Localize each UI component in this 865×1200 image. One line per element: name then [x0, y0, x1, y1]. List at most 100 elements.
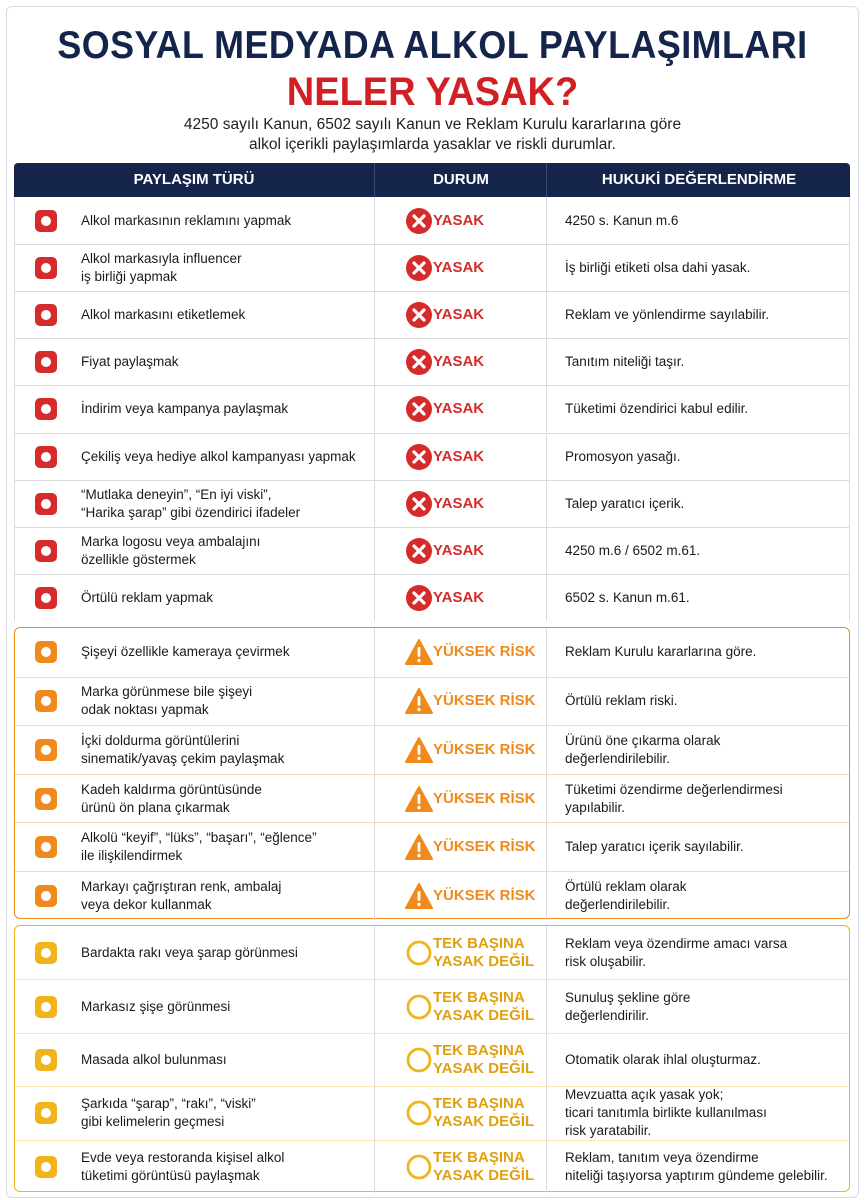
row-icon	[35, 304, 57, 327]
note-line: Örtülü reklam olarak	[565, 878, 687, 894]
status-icon	[406, 490, 432, 517]
table-row: Alkol markasını etiketlemek YASAK Reklam v…	[15, 291, 849, 339]
text-line: Kadeh kaldırma görüntüsünde	[81, 781, 262, 797]
status-line: YÜKSEK RİSK	[433, 740, 536, 758]
description: alkol içerikli paylaşımlarda yasaklar ve…	[249, 136, 616, 153]
divider	[546, 926, 547, 980]
share-type: Alkol markasının reklamını yapmak	[81, 197, 381, 244]
text-line: İndirim veya kampanya paylaşmak	[81, 401, 289, 417]
text-line: Markasız şişe görünmesi	[81, 998, 231, 1014]
divider	[546, 823, 547, 871]
row-icon	[35, 941, 57, 964]
note-line: Sunuluş şekline göre	[565, 989, 691, 1005]
legal-note: Reklam veya özendirme amacı varsa risk ol…	[565, 926, 855, 979]
section: Alkol markasının reklamını yapmak YASAK 42…	[14, 197, 850, 621]
status-line: YASAK	[433, 353, 485, 371]
divider	[374, 245, 375, 292]
status-line: TEK BAŞINA	[433, 988, 525, 1006]
status-icon	[406, 994, 432, 1019]
legal-note: Ürünü öne çıkarma olarak değerlendirilebi…	[565, 726, 855, 774]
divider	[546, 980, 547, 1033]
text-line: özellikle göstermek	[81, 551, 196, 567]
table-row: Çekiliş veya hediye alkol kampanyası yap…	[15, 432, 849, 480]
status-icon	[406, 1154, 432, 1180]
status-line: YÜKSEK RİSK	[433, 838, 536, 856]
share-type: Evde veya restoranda kişisel alkol tüketi…	[81, 1141, 381, 1193]
legal-note: Otomatik olarak ihlal oluşturmaz.	[565, 1034, 855, 1086]
note-line: Tüketimi özendirme değerlendirmesi	[565, 781, 783, 797]
status-icon	[406, 1047, 432, 1073]
column-header: DURUM	[374, 163, 547, 197]
table-row: Alkolü “keyif”, “lüks”, “başarı”, “eğlen…	[15, 822, 849, 871]
status: YÜKSEK RİSK	[433, 678, 558, 726]
note-line: Reklam Kurulu kararlarına göre.	[565, 644, 757, 660]
section: Bardakta rakı veya şarap görünmesi TEK BA…	[14, 925, 850, 1193]
text-line: odak noktası yapmak	[81, 702, 209, 718]
status-line: YASAK	[433, 306, 485, 324]
share-type: Masada alkol bulunması	[81, 1034, 381, 1086]
share-type: Markayı çağrıştıran renk, ambalaj veya de…	[81, 872, 381, 920]
text-line: Marka görünmese bile şişeyi	[81, 684, 253, 700]
status-icon	[406, 443, 432, 470]
divider	[546, 726, 547, 774]
status-line: TEK BAŞINA	[433, 1148, 525, 1166]
status-icon	[406, 537, 432, 564]
status: YASAK	[433, 245, 558, 291]
text-line: Bardakta rakı veya şarap görünmesi	[81, 944, 298, 960]
divider	[374, 292, 375, 339]
share-type: Alkol markasını etiketlemek	[81, 292, 381, 338]
divider	[546, 480, 547, 527]
share-type: Örtülü reklam yapmak	[81, 575, 381, 621]
divider	[374, 339, 375, 386]
status: YASAK	[433, 481, 558, 527]
status-line: YASAK	[433, 588, 485, 606]
divider	[374, 677, 375, 726]
table-row: Markasız şişe görünmesi TEK BAŞINA YASAK D…	[15, 979, 849, 1033]
note-line: Promosyon yasağı.	[565, 448, 681, 464]
table-row: “Mutlaka deneyin”, “En iyi viski”, “Harik…	[15, 479, 849, 527]
status-line: YASAK	[433, 400, 485, 418]
table-row: Evde veya restoranda kişisel alkol tüketi…	[15, 1139, 849, 1193]
share-type: Fiyat paylaşmak	[81, 339, 381, 385]
note-line: Reklam veya özendirme amacı varsa	[565, 935, 788, 951]
text-line: ile ilişkilendirmek	[81, 848, 183, 864]
text-line: Evde veya restoranda kişisel alkol	[81, 1149, 285, 1165]
status-line: YÜKSEK RİSK	[433, 643, 536, 661]
note-line: değerlendirilebilir.	[565, 896, 671, 912]
text-line: Markayı çağrıştıran renk, ambalaj	[81, 878, 282, 894]
divider	[546, 386, 547, 433]
status-line: TEK BAŞINA	[433, 1041, 525, 1059]
divider	[546, 339, 547, 386]
table-row: Kadeh kaldırma görüntüsünde ürünü ön plan…	[15, 773, 849, 823]
status-line: YASAK	[433, 211, 485, 229]
note-line: 6502 s. Kanun m.61.	[565, 589, 690, 605]
table-row: Markayı çağrıştıran renk, ambalaj veya de…	[15, 871, 849, 920]
share-type: Çekiliş veya hediye alkol kampanyası yap…	[81, 434, 381, 480]
share-type: Bardakta rakı veya şarap görünmesi	[81, 926, 381, 979]
section: Şişeyi özellikle kameraya çevirmek YÜKSEK…	[14, 627, 850, 920]
status-icon	[405, 785, 433, 812]
legal-note: Sunuluş şekline göre değerlendirilir.	[565, 980, 855, 1032]
status-line: YASAK DEĞİL	[433, 1166, 535, 1184]
status-line: TEK BAŞINA	[433, 1095, 525, 1113]
status-icon	[405, 736, 433, 763]
divider	[546, 292, 547, 339]
status-line: YASAK DEĞİL	[433, 1059, 535, 1077]
note-line: Tüketimi özendirici kabul edilir.	[565, 401, 749, 417]
legal-note: 4250 s. Kanun m.6	[565, 197, 855, 244]
divider	[374, 1087, 375, 1140]
text-line: gibi kelimelerin geçmesi	[81, 1114, 225, 1130]
note-line: Mevzuatta açık yasak yok;	[565, 1087, 724, 1103]
row-icon	[35, 787, 57, 810]
divider	[374, 628, 375, 677]
divider	[374, 926, 375, 980]
status: YÜKSEK RİSK	[433, 726, 558, 774]
status-line: YASAK DEĞİL	[433, 952, 535, 970]
share-type: Şarkıda “şarap”, “rakı”, “viski” gibi kel…	[81, 1087, 381, 1139]
subtitle: NELER YASAK?	[286, 70, 579, 114]
share-type: Alkolü “keyif”, “lüks”, “başarı”, “eğlen…	[81, 823, 381, 871]
note-line: risk oluşabilir.	[565, 953, 647, 969]
status-icon	[406, 940, 432, 966]
row-icon	[35, 1102, 57, 1125]
note-line: Örtülü reklam riski.	[565, 693, 678, 709]
